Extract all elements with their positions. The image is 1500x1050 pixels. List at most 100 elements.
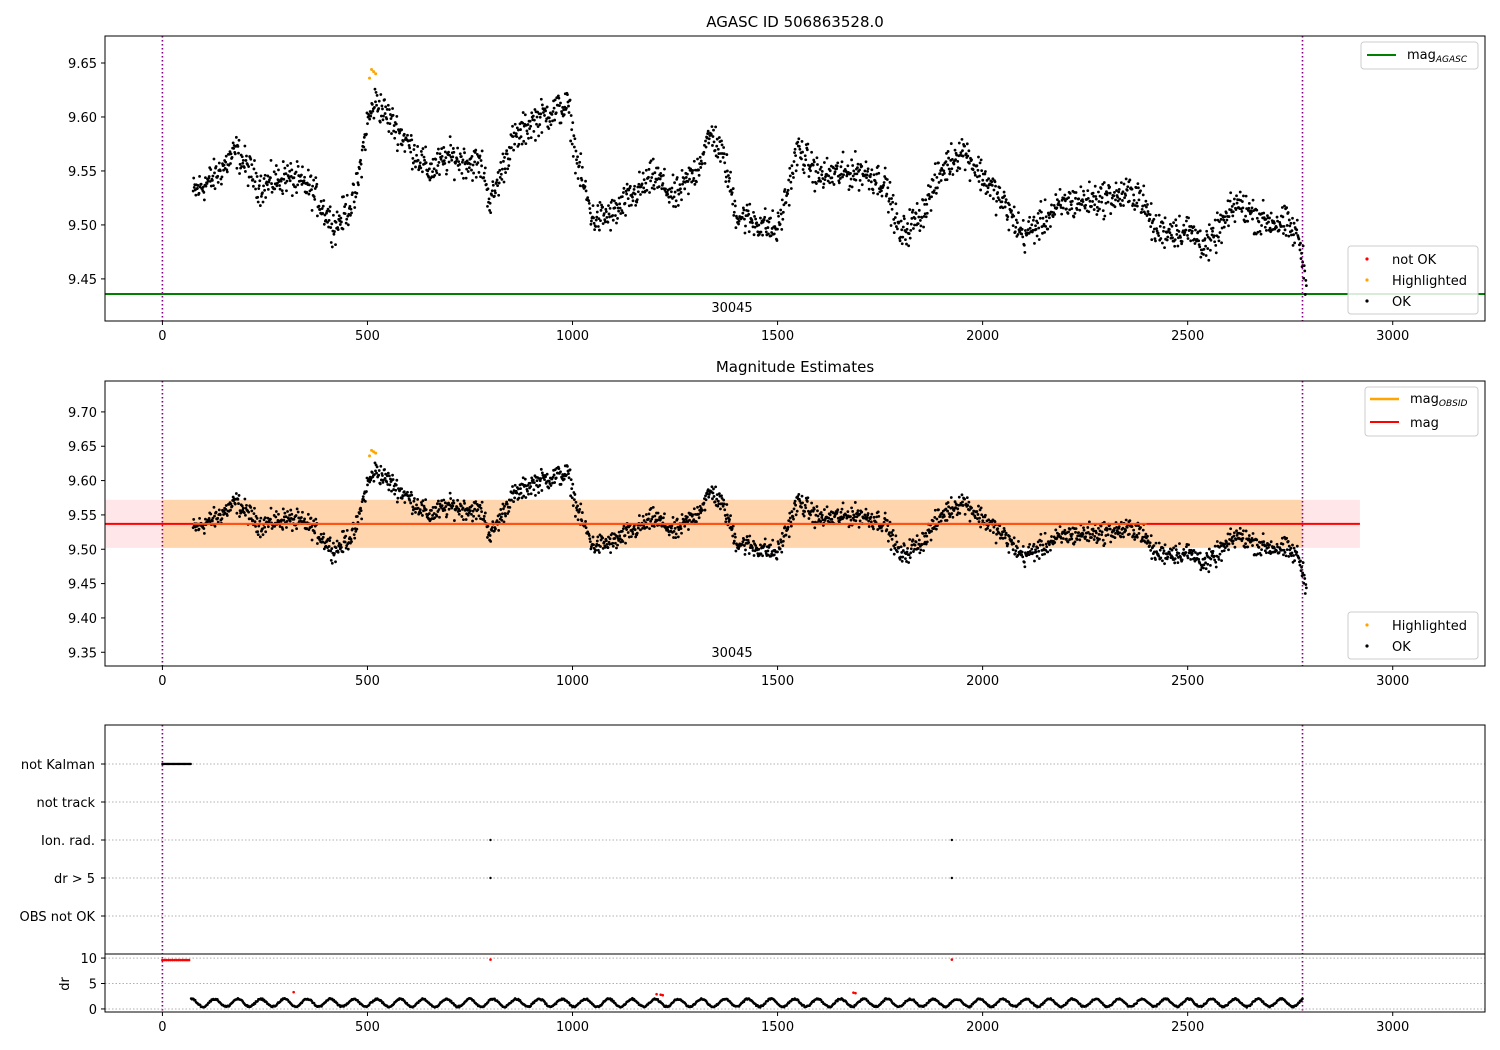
ok-point — [268, 178, 271, 182]
ok-point — [1292, 554, 1295, 557]
ok-point — [452, 150, 456, 154]
ok-point — [1039, 539, 1043, 543]
ok-point — [786, 525, 790, 529]
ok-point — [1020, 232, 1024, 236]
ok-point — [278, 187, 282, 191]
ok-point — [1109, 212, 1113, 215]
ok-point — [567, 104, 570, 108]
ok-point — [744, 548, 747, 552]
ok-point — [615, 534, 619, 538]
ok-point — [400, 487, 404, 491]
ok-point — [1008, 535, 1011, 538]
legend-marker-ok — [1365, 299, 1369, 303]
ok-point — [317, 535, 321, 539]
ok-point — [796, 140, 800, 144]
ok-point — [480, 164, 483, 168]
ok-point — [1153, 550, 1156, 554]
ok-point — [501, 502, 505, 506]
ok-point — [295, 507, 299, 511]
ok-point — [214, 165, 218, 168]
ok-point — [1247, 537, 1251, 541]
ok-point — [993, 520, 997, 524]
ok-point — [1219, 213, 1222, 217]
ok-point — [192, 176, 196, 180]
ok-point — [882, 183, 885, 187]
ok-point — [1287, 234, 1291, 238]
ok-point — [803, 503, 807, 507]
ok-point — [378, 120, 382, 124]
ok-point — [1038, 543, 1042, 547]
ok-point — [243, 497, 247, 501]
ok-point — [1033, 559, 1036, 563]
ok-point — [1234, 208, 1238, 211]
ok-point — [850, 506, 853, 510]
ok-point — [863, 513, 867, 517]
ok-point — [1088, 199, 1092, 203]
ok-point — [801, 168, 805, 171]
ok-point — [1074, 530, 1077, 534]
ok-point — [1197, 239, 1201, 243]
ok-point — [867, 179, 871, 182]
ok-point — [880, 529, 884, 533]
ok-point — [697, 168, 700, 172]
ok-point — [1118, 197, 1122, 201]
ok-point — [697, 512, 700, 516]
ok-point — [526, 489, 529, 493]
ok-point — [460, 515, 464, 518]
ok-point — [1115, 525, 1118, 529]
ok-point — [1196, 230, 1200, 234]
ok-point — [445, 515, 448, 519]
ok-point — [796, 495, 800, 498]
ok-point — [1103, 214, 1107, 218]
ok-point — [1297, 237, 1301, 241]
ok-point — [194, 193, 198, 197]
ok-point — [1174, 218, 1178, 222]
ok-point — [1066, 540, 1070, 544]
ok-point — [734, 226, 738, 230]
ok-point — [915, 534, 919, 537]
ok-point — [803, 154, 807, 158]
ok-point — [840, 172, 843, 176]
ok-point — [634, 535, 638, 539]
ok-point — [491, 520, 495, 524]
ok-point — [488, 209, 491, 212]
ok-point — [516, 128, 520, 132]
ok-point — [258, 204, 262, 207]
ok-point — [728, 176, 731, 180]
ok-point — [846, 164, 850, 168]
ok-point — [608, 206, 612, 210]
ok-point — [305, 527, 309, 530]
ok-point — [1020, 227, 1024, 231]
x-tick-label: 2500 — [1171, 674, 1204, 689]
ok-point — [584, 179, 587, 183]
ok-point — [875, 172, 879, 176]
ok-point — [1039, 210, 1043, 214]
ok-point — [236, 145, 240, 148]
ok-point — [1302, 573, 1306, 577]
ok-point — [213, 187, 217, 191]
ok-point — [886, 210, 890, 214]
ok-point — [865, 516, 869, 519]
ok-point — [241, 158, 245, 162]
ok-point — [907, 553, 911, 557]
ok-point — [1171, 236, 1174, 240]
ok-point — [419, 501, 423, 504]
ok-point — [963, 168, 967, 172]
ok-point — [961, 504, 965, 507]
ok-point — [449, 143, 453, 147]
ok-point — [1047, 543, 1051, 547]
ok-point — [1292, 546, 1296, 550]
ok-point — [1026, 228, 1030, 232]
ok-point — [1094, 197, 1098, 201]
ok-point — [510, 498, 513, 502]
ok-point — [553, 118, 557, 122]
ok-point — [1003, 529, 1007, 533]
ok-point — [416, 145, 420, 148]
ok-point — [343, 212, 347, 215]
ok-point — [216, 174, 220, 178]
ok-point — [657, 185, 661, 189]
ok-point — [1186, 233, 1189, 237]
ok-point — [560, 112, 564, 116]
ok-point — [216, 516, 220, 520]
